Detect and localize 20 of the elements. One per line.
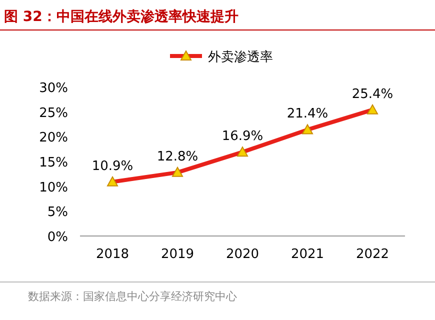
data-label: 16.9% [222,129,264,144]
data-label: 10.9% [92,158,134,174]
data-label: 12.8% [156,149,198,164]
source-note: 数据来源：国家信息中心分享经济研究中心 [28,290,237,303]
y-tick-label: 30% [39,81,68,96]
data-label: 21.4% [286,106,328,122]
y-tick-label: 25% [39,106,68,121]
y-tick-label: 20% [39,130,68,146]
chart-title: 图 32：中国在线外卖渗透率快速提升 [4,8,238,25]
x-tick-label: 2021 [290,247,324,262]
y-tick-label: 5% [47,205,68,220]
y-tick-label: 10% [39,180,68,196]
x-tick-label: 2022 [356,247,390,262]
x-tick-label: 2018 [96,247,130,262]
x-tick-label: 2019 [160,247,194,262]
data-label: 25.4% [352,86,394,102]
legend-label: 外卖渗透率 [208,49,273,65]
y-tick-label: 15% [39,156,68,170]
x-tick-label: 2020 [226,247,260,262]
y-tick-label: 0% [47,230,68,245]
